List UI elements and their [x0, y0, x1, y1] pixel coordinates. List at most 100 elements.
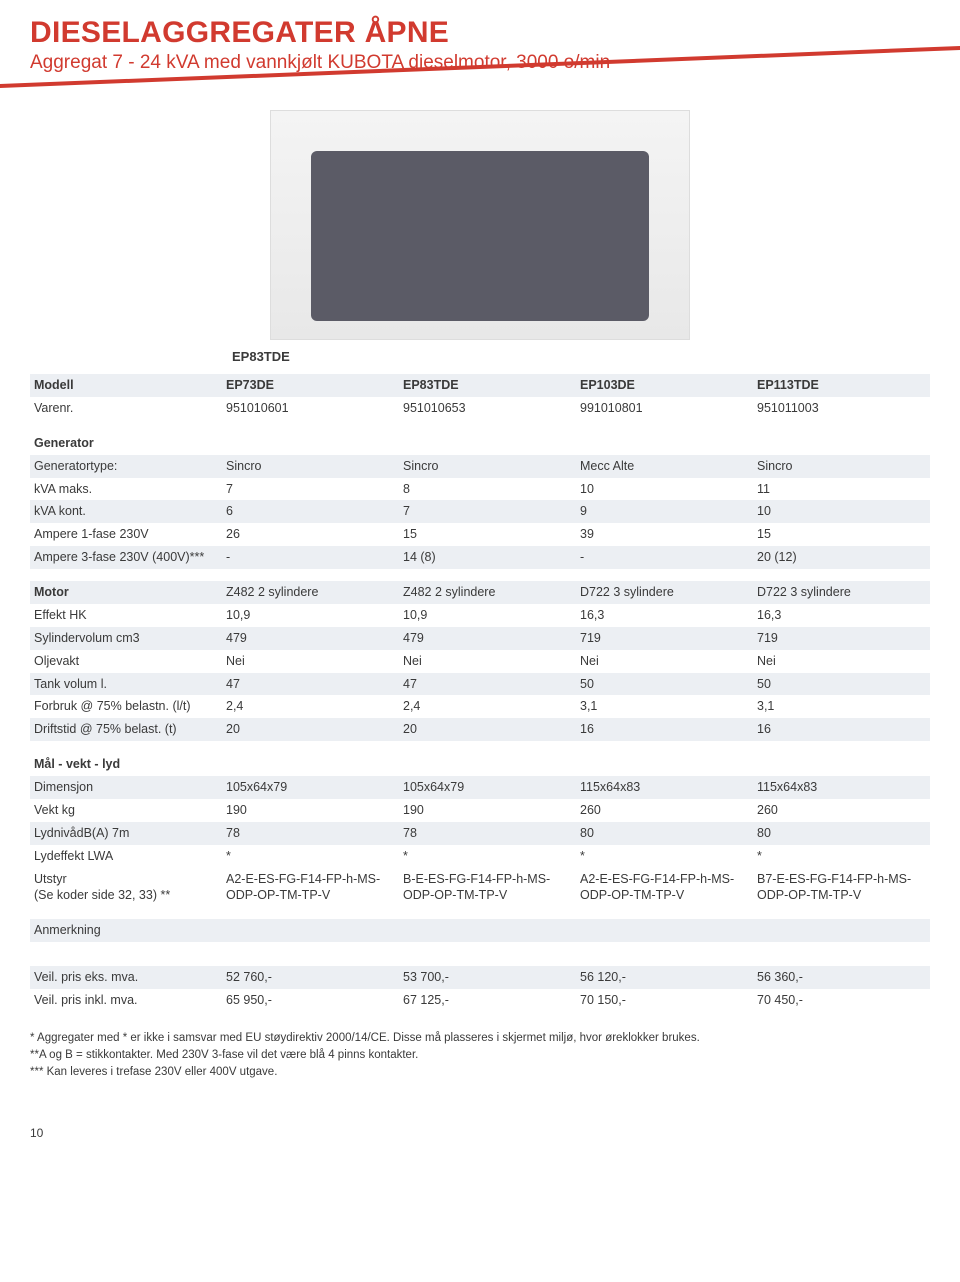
row-motor: Motor Z482 2 sylindere Z482 2 sylindere … — [30, 581, 930, 604]
lbl: Oljevakt — [30, 650, 222, 673]
cell: 14 (8) — [399, 546, 576, 569]
cell: 70 150,- — [576, 989, 753, 1012]
cell: 190 — [222, 799, 399, 822]
cell: - — [576, 546, 753, 569]
cell: 2,4 — [399, 695, 576, 718]
cell: 115x64x83 — [576, 776, 753, 799]
cell: * — [222, 845, 399, 868]
cell: Nei — [399, 650, 576, 673]
cell: 47 — [399, 673, 576, 696]
photo-caption: EP83TDE — [232, 349, 960, 364]
lbl: Vekt kg — [30, 799, 222, 822]
cell: 67 125,- — [399, 989, 576, 1012]
lbl-anm: Anmerkning — [30, 919, 222, 942]
cell: 6 — [222, 500, 399, 523]
cell: 15 — [753, 523, 930, 546]
cell: 9 — [576, 500, 753, 523]
row-generator-hdr: Generator — [30, 432, 930, 455]
cell: 10 — [576, 478, 753, 501]
row-lydeff: Lydeffekt LWA * * * * — [30, 845, 930, 868]
product-photo — [270, 110, 690, 340]
cell: EP113TDE — [753, 374, 930, 397]
spec-content: Modell EP73DE EP83TDE EP103DE EP113TDE V… — [0, 364, 960, 1102]
lbl: Ampere 3-fase 230V (400V)*** — [30, 546, 222, 569]
cell: 20 (12) — [753, 546, 930, 569]
row-lydn: LydnivådB(A) 7m 78 78 80 80 — [30, 822, 930, 845]
cell: 50 — [753, 673, 930, 696]
row-kvamax: kVA maks. 7 8 10 11 — [30, 478, 930, 501]
cell — [399, 919, 576, 942]
row-drift: Driftstid @ 75% belast. (t) 20 20 16 16 — [30, 718, 930, 741]
cell: 53 700,- — [399, 966, 576, 989]
cell: 11 — [753, 478, 930, 501]
cell: 10,9 — [399, 604, 576, 627]
cell: 65 950,- — [222, 989, 399, 1012]
cell: 16 — [576, 718, 753, 741]
lbl: Effekt HK — [30, 604, 222, 627]
lbl: Forbruk @ 75% belastn. (l/t) — [30, 695, 222, 718]
row-vekt: Vekt kg 190 190 260 260 — [30, 799, 930, 822]
cell: 20 — [222, 718, 399, 741]
cell: 26 — [222, 523, 399, 546]
cell: 991010801 — [576, 397, 753, 420]
row-amp3: Ampere 3-fase 230V (400V)*** - 14 (8) - … — [30, 546, 930, 569]
cell: 78 — [399, 822, 576, 845]
row-forbruk: Forbruk @ 75% belastn. (l/t) 2,4 2,4 3,1… — [30, 695, 930, 718]
cell: 7 — [222, 478, 399, 501]
cell: Nei — [753, 650, 930, 673]
lbl: LydnivådB(A) 7m — [30, 822, 222, 845]
row-anm: Anmerkning — [30, 919, 930, 942]
lbl: Sylindervolum cm3 — [30, 627, 222, 650]
cell: 3,1 — [753, 695, 930, 718]
cell: A2-E-ES-FG-F14-FP-h-MS-ODP-OP-TM-TP-V — [576, 868, 753, 908]
cell: B7-E-ES-FG-F14-FP-h-MS-ODP-OP-TM-TP-V — [753, 868, 930, 908]
row-tank: Tank volum l. 47 47 50 50 — [30, 673, 930, 696]
lbl-varenr: Varenr. — [30, 397, 222, 420]
lbl-motor: Motor — [30, 581, 222, 604]
row-model: Modell EP73DE EP83TDE EP103DE EP113TDE — [30, 374, 930, 397]
cell: A2-E-ES-FG-F14-FP-h-MS-ODP-OP-TM-TP-V — [222, 868, 399, 908]
cell: 951010601 — [222, 397, 399, 420]
row-maal-hdr: Mål - vekt - lyd — [30, 753, 930, 776]
cell: Mecc Alte — [576, 455, 753, 478]
cell: 70 450,- — [753, 989, 930, 1012]
cell — [576, 919, 753, 942]
cell: 260 — [576, 799, 753, 822]
lbl: kVA kont. — [30, 500, 222, 523]
footnotes: * Aggregater med * er ikke i samsvar med… — [30, 1030, 930, 1082]
lbl: Ampere 1-fase 230V — [30, 523, 222, 546]
row-priseks: Veil. pris eks. mva. 52 760,- 53 700,- 5… — [30, 966, 930, 989]
cell: 2,4 — [222, 695, 399, 718]
lbl: Lydeffekt LWA — [30, 845, 222, 868]
cell: 479 — [399, 627, 576, 650]
row-amp1: Ampere 1-fase 230V 26 15 39 15 — [30, 523, 930, 546]
row-varenr: Varenr. 951010601 951010653 991010801 95… — [30, 397, 930, 420]
cell: * — [576, 845, 753, 868]
cell: 10 — [753, 500, 930, 523]
lbl: Generatortype: — [30, 455, 222, 478]
footnote: **A og B = stikkontakter. Med 230V 3-fas… — [30, 1047, 930, 1064]
page-title: DIESELAGGREGATER ÅPNE — [30, 16, 930, 50]
cell: 951011003 — [753, 397, 930, 420]
cell: 52 760,- — [222, 966, 399, 989]
cell — [222, 919, 399, 942]
cell: 56 360,- — [753, 966, 930, 989]
cell: Nei — [222, 650, 399, 673]
cell — [753, 919, 930, 942]
lbl: Veil. pris inkl. mva. — [30, 989, 222, 1012]
product-photo-region — [0, 110, 960, 343]
lbl-model: Modell — [30, 374, 222, 397]
cell: 105x64x79 — [222, 776, 399, 799]
footnote: *** Kan leveres i trefase 230V eller 400… — [30, 1064, 930, 1081]
cell: 39 — [576, 523, 753, 546]
cell: 105x64x79 — [399, 776, 576, 799]
cell: 16 — [753, 718, 930, 741]
cell: D722 3 sylindere — [576, 581, 753, 604]
lbl-maal: Mål - vekt - lyd — [30, 753, 222, 776]
cell: D722 3 sylindere — [753, 581, 930, 604]
row-sylvol: Sylindervolum cm3 479 479 719 719 — [30, 627, 930, 650]
cell: 78 — [222, 822, 399, 845]
cell: Sincro — [399, 455, 576, 478]
cell: Sincro — [753, 455, 930, 478]
cell: * — [753, 845, 930, 868]
